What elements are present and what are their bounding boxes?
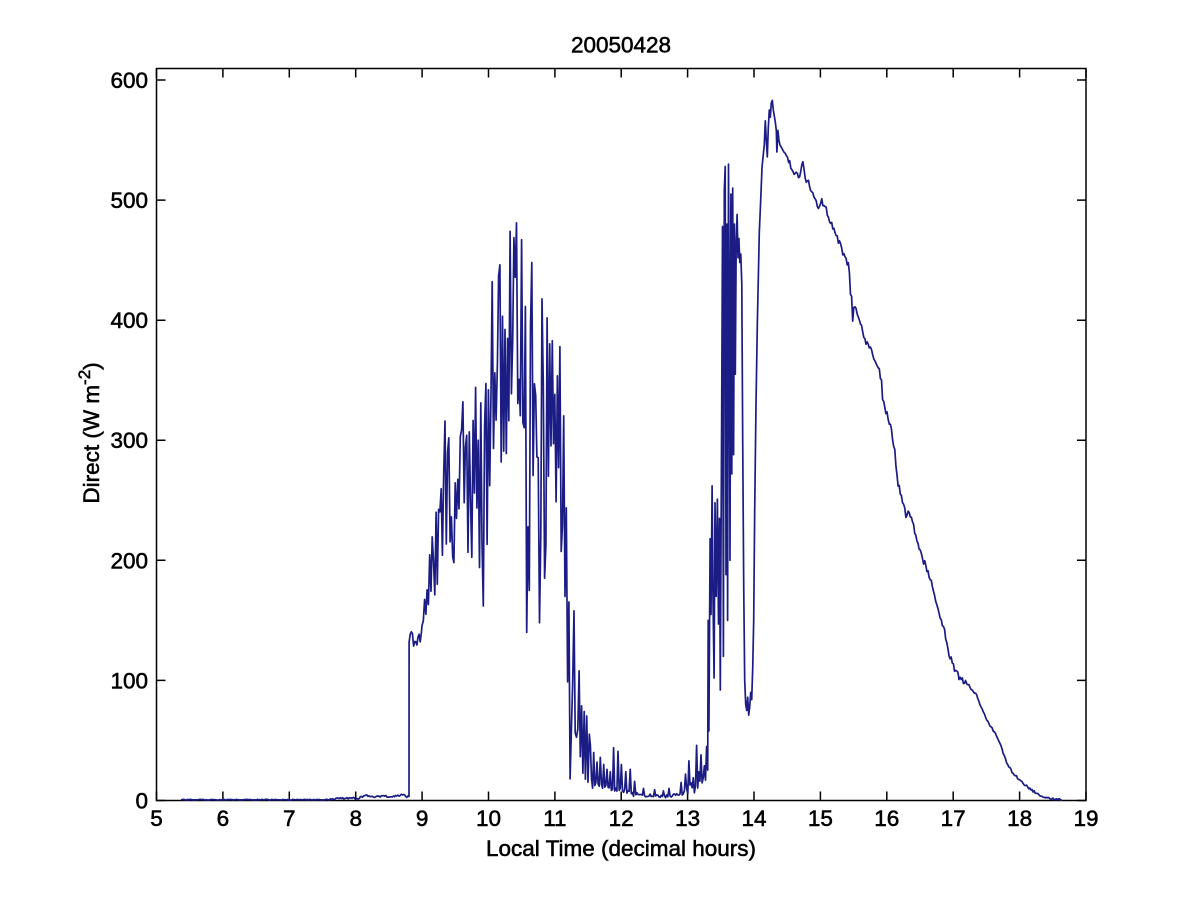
svg-text:400: 400 — [110, 308, 148, 333]
svg-text:Local Time (decimal hours): Local Time (decimal hours) — [486, 836, 756, 861]
svg-text:11: 11 — [543, 806, 566, 831]
svg-text:14: 14 — [741, 806, 766, 831]
svg-text:16: 16 — [874, 806, 899, 831]
svg-text:8: 8 — [349, 806, 362, 831]
svg-text:17: 17 — [941, 806, 966, 831]
svg-text:6: 6 — [217, 806, 230, 831]
svg-text:9: 9 — [416, 806, 429, 831]
svg-text:500: 500 — [110, 188, 148, 213]
svg-text:19: 19 — [1073, 806, 1098, 831]
svg-text:300: 300 — [110, 428, 148, 453]
svg-text:600: 600 — [110, 68, 148, 93]
svg-text:13: 13 — [675, 806, 700, 831]
svg-text:Direct (W m-2): Direct (W m-2) — [75, 362, 104, 503]
svg-text:0: 0 — [135, 789, 148, 814]
svg-text:5: 5 — [150, 806, 163, 831]
svg-text:100: 100 — [110, 668, 148, 693]
svg-text:200: 200 — [110, 548, 148, 573]
svg-text:20050428: 20050428 — [571, 33, 671, 58]
svg-text:7: 7 — [283, 806, 296, 831]
svg-text:12: 12 — [609, 806, 634, 831]
svg-text:18: 18 — [1007, 806, 1032, 831]
svg-text:15: 15 — [808, 806, 833, 831]
svg-text:10: 10 — [476, 806, 501, 831]
